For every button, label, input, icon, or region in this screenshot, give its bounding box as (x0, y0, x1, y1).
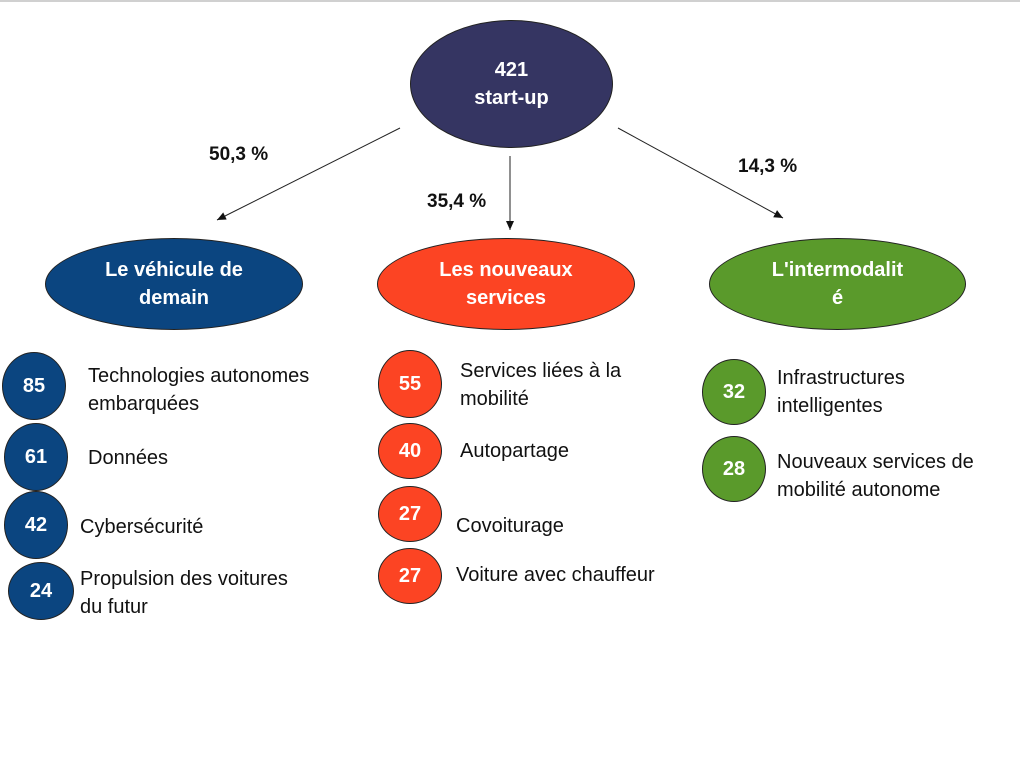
root-node: 421 start-up (410, 20, 613, 148)
count-badge: 24 (8, 562, 74, 620)
root-label: start-up (474, 87, 549, 109)
item-label: Nouveaux services de mobilité autonome (777, 451, 974, 501)
count-badge: 42 (4, 491, 68, 559)
arrow-left (216, 127, 401, 221)
item-label: Propulsion des voitures du futur (80, 568, 288, 618)
root-count: 421 (494, 59, 529, 81)
category-title: Les nouveaux (439, 259, 573, 281)
percent-right: 14,3 % (738, 156, 798, 177)
category-title: L'intermodalit (771, 259, 904, 281)
percent-left: 50,3 % (209, 144, 269, 165)
item-label: Cybersécurité (80, 516, 204, 538)
category-intermodalite: L'intermodalit é (709, 238, 966, 330)
percent-middle: 35,4 % (427, 191, 487, 212)
count-badge: 28 (702, 436, 766, 502)
count-badge: 40 (378, 423, 442, 479)
item-label: Données (88, 447, 169, 469)
category-vehicule: Le véhicule de demain (45, 238, 303, 330)
count-badge: 61 (4, 423, 68, 491)
count-badge: 55 (378, 350, 442, 418)
count-badge: 85 (2, 352, 66, 420)
item-label: Services liées à la mobilité (460, 360, 622, 410)
top-border (0, 0, 1020, 2)
arrow-right (617, 127, 784, 219)
category-title: Le véhicule de (105, 259, 243, 281)
category-services: Les nouveaux services (377, 238, 635, 330)
item-label: Voiture avec chauffeur (456, 564, 655, 586)
category-title: demain (138, 287, 210, 309)
category-title: services (465, 287, 547, 309)
count-badge: 27 (378, 486, 442, 542)
item-label: Infrastructures intelligentes (777, 367, 905, 417)
count-badge: 32 (702, 359, 766, 425)
count-badge: 27 (378, 548, 442, 604)
item-label: Technologies autonomes embarquées (88, 365, 310, 415)
item-label: Autopartage (460, 440, 569, 462)
category-title: é (831, 287, 844, 309)
item-label: Covoiturage (456, 515, 564, 537)
